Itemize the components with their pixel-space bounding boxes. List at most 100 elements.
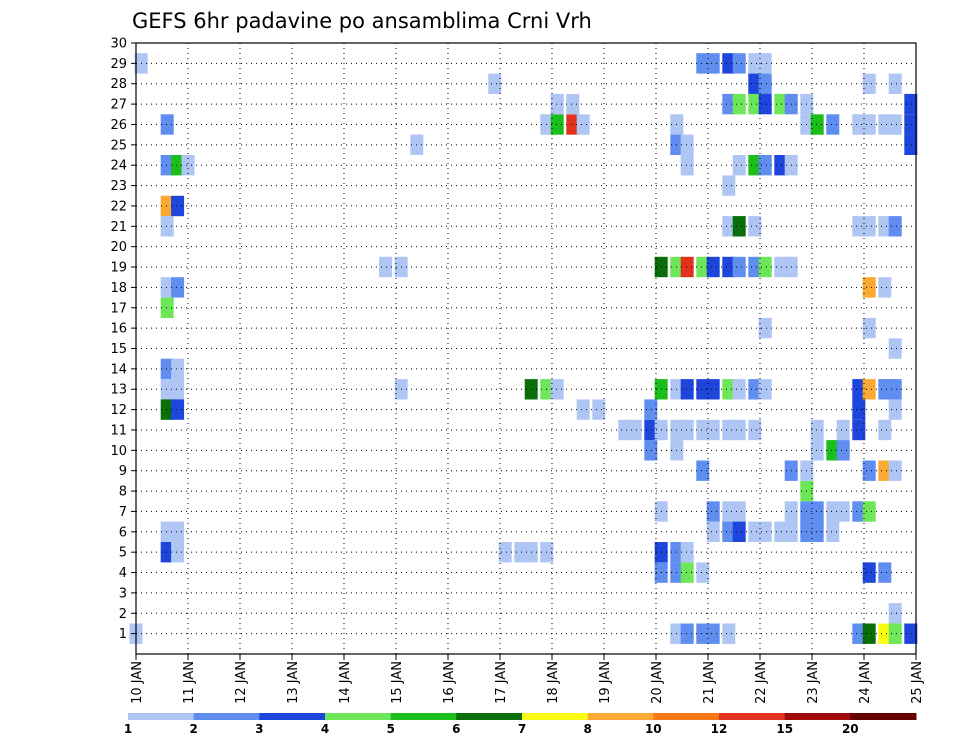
y-tick-label: 24: [110, 159, 127, 174]
heatmap-cell: [904, 114, 918, 135]
legend-label: 7: [518, 722, 526, 736]
heatmap-cell: [618, 419, 632, 441]
legend-swatch: [390, 713, 457, 720]
heatmap-cell: [680, 623, 694, 644]
heatmap-cell: [826, 521, 840, 542]
y-tick-label: 13: [110, 383, 127, 398]
heatmap-cell: [732, 419, 746, 441]
heatmap-cell: [758, 379, 772, 400]
heatmap-cell: [774, 155, 788, 176]
heatmap-cell: [888, 399, 902, 420]
heatmap-cell: [862, 501, 876, 522]
legend-label: 12: [711, 722, 728, 736]
heatmap-cell: [628, 419, 642, 441]
legend-swatch: [850, 713, 917, 720]
heatmap-cell: [748, 216, 762, 237]
y-tick-label: 20: [110, 240, 127, 255]
heatmap-cell: [722, 256, 736, 278]
heatmap-cell: [852, 419, 866, 441]
legend-swatch: [784, 713, 851, 720]
heatmap-cell: [748, 419, 762, 441]
legend-swatch: [325, 713, 392, 720]
heatmap-cell: [758, 256, 772, 278]
heatmap-cell: [722, 379, 736, 400]
heatmap-cell: [171, 542, 185, 563]
heatmap-cell: [732, 53, 746, 74]
y-tick-label: 1: [119, 627, 127, 642]
heatmap-cell: [878, 623, 892, 644]
heatmap-cell: [696, 419, 710, 441]
y-tick-label: 25: [110, 138, 127, 153]
heatmap-cell: [160, 521, 174, 542]
legend-label: 6: [452, 722, 460, 736]
heatmap-cell: [680, 419, 694, 441]
heatmap-cell: [878, 460, 892, 481]
y-tick-label: 12: [110, 403, 127, 418]
heatmap-cell: [862, 216, 876, 237]
heatmap-cell: [566, 114, 580, 135]
heatmap-cell: [696, 53, 710, 74]
heatmap-cell: [862, 317, 876, 339]
y-tick-label: 5: [119, 546, 127, 561]
heatmap-cell: [888, 379, 902, 400]
heatmap-cell: [696, 379, 710, 400]
heatmap-cell: [862, 277, 876, 298]
heatmap-cell: [748, 155, 762, 176]
y-tick-label: 7: [119, 505, 127, 520]
y-tick-label: 26: [110, 118, 127, 133]
legend-swatch: [259, 713, 326, 720]
x-tick-label: 10 JAN: [130, 661, 145, 704]
y-tick-label: 9: [119, 464, 127, 479]
legend-swatch: [653, 713, 720, 720]
heatmap-cell: [732, 501, 746, 522]
heatmap-cell: [576, 114, 590, 135]
heatmap-cell: [171, 399, 185, 420]
x-tick-label: 18 JAN: [546, 661, 561, 704]
heatmap-cell: [852, 216, 866, 237]
heatmap-cell: [722, 501, 736, 522]
y-tick-label: 6: [119, 525, 127, 540]
heatmap-cell: [706, 419, 720, 441]
heatmap-cell: [878, 562, 892, 583]
x-tick-label: 11 JAN: [182, 661, 197, 704]
heatmap-cell: [888, 603, 902, 624]
heatmap-cell: [852, 379, 866, 400]
heatmap-cell: [171, 379, 185, 400]
legend-swatch: [587, 713, 654, 720]
heatmap-cell: [862, 460, 876, 481]
heatmap-cell: [862, 114, 876, 135]
x-axis: 10 JAN 11 JAN 12 JAN 13 JAN 14 JAN 15 JAN 16 J…: [130, 654, 925, 704]
heatmap-cell: [758, 53, 772, 74]
legend-label: 3: [255, 722, 263, 736]
x-tick-label: 20 JAN: [650, 661, 665, 704]
heatmap-cell: [862, 379, 876, 400]
heatmap-cell: [904, 623, 918, 644]
heatmap-cell: [852, 399, 866, 420]
color-legend: 1 2 3 4 5 6 7 8 10 12 15 20: [124, 713, 917, 736]
heatmap-cell: [888, 114, 902, 135]
x-tick-label: 17 JAN: [494, 661, 509, 704]
heatmap-cell: [160, 114, 174, 135]
heatmap-cell: [888, 623, 902, 644]
heatmap-cell: [810, 440, 824, 461]
heatmap-cell: [680, 542, 694, 563]
heatmap-cell: [160, 155, 174, 176]
legend-label: 4: [321, 722, 329, 736]
heatmap-cell: [758, 93, 772, 115]
heatmap-cell: [852, 623, 866, 644]
heatmap-cell: [774, 256, 788, 278]
heatmap-cell: [706, 501, 720, 522]
x-tick-label: 23 JAN: [806, 661, 821, 704]
heatmap-cell: [810, 114, 824, 135]
heatmap-cell: [160, 277, 174, 298]
heatmap-cell: [810, 521, 824, 542]
legend-swatch: [193, 713, 260, 720]
heatmap-cell: [680, 256, 694, 278]
y-tick-label: 2: [119, 607, 127, 622]
heatmap-cell: [862, 73, 876, 94]
heatmap-cell: [160, 297, 174, 318]
heatmap-cell: [732, 521, 746, 542]
heatmap-cell: [722, 623, 736, 644]
heatmap-cell: [888, 216, 902, 237]
heatmap-cell: [171, 358, 185, 380]
